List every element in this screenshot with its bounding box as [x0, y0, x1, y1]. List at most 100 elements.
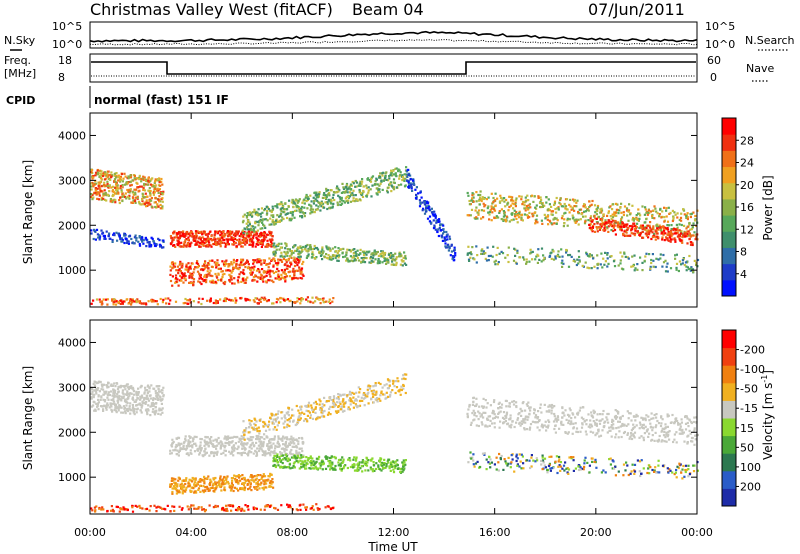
data-cell	[129, 392, 132, 395]
data-cell	[513, 209, 516, 212]
data-cell	[290, 217, 293, 220]
data-cell	[187, 236, 190, 239]
data-cell	[180, 271, 183, 275]
data-cell	[332, 254, 335, 257]
data-cell	[141, 240, 144, 243]
data-cell	[156, 398, 159, 401]
data-cell	[233, 241, 236, 245]
data-cell	[279, 451, 282, 454]
data-cell	[102, 388, 105, 391]
data-cell	[633, 227, 637, 230]
data-cell	[477, 199, 481, 202]
data-cell	[152, 404, 155, 407]
data-cell	[257, 235, 260, 238]
data-cell	[539, 205, 542, 209]
data-cell	[345, 182, 349, 186]
data-cell	[290, 201, 293, 204]
data-cell	[232, 233, 235, 237]
data-cell	[137, 190, 140, 193]
data-cell	[196, 270, 200, 273]
data-cell	[643, 260, 646, 263]
data-cell	[257, 243, 260, 246]
data-cell	[185, 445, 188, 448]
data-cell	[216, 240, 219, 243]
data-cell	[181, 492, 184, 495]
data-cell	[340, 191, 343, 194]
data-cell	[269, 234, 272, 237]
data-cell	[124, 234, 127, 237]
data-cell	[409, 182, 412, 185]
data-cell	[606, 265, 609, 268]
data-cell	[261, 449, 264, 453]
nsky-trace	[89, 30, 698, 43]
data-cell	[676, 226, 679, 229]
data-cell	[110, 171, 113, 174]
data-cell	[619, 251, 622, 254]
data-cell	[688, 232, 691, 235]
data-cell	[182, 302, 185, 305]
data-cell	[188, 298, 192, 301]
data-cell	[342, 187, 346, 191]
data-cell	[307, 247, 310, 251]
data-cell	[363, 462, 366, 465]
data-cell	[236, 267, 239, 270]
data-cell	[683, 264, 686, 267]
data-cell	[182, 281, 185, 284]
data-cell	[670, 228, 673, 231]
data-cell	[395, 464, 398, 467]
data-cell	[339, 197, 342, 200]
data-cell	[128, 405, 131, 408]
data-cell	[107, 382, 110, 385]
data-cell	[125, 383, 129, 386]
data-cell	[161, 411, 164, 414]
data-cell	[630, 232, 633, 235]
data-cell	[274, 452, 277, 455]
data-cell	[210, 436, 213, 439]
data-cell	[405, 263, 408, 266]
data-cell	[291, 445, 294, 448]
data-cell	[470, 208, 474, 211]
data-cell	[99, 177, 102, 180]
data-cell	[248, 481, 251, 484]
data-cell	[581, 264, 584, 267]
data-cell	[132, 411, 135, 414]
data-cell	[273, 435, 276, 438]
data-cell	[103, 400, 106, 403]
data-cell	[560, 217, 564, 220]
data-cell	[324, 194, 327, 197]
data-cell	[404, 177, 407, 180]
data-cell	[136, 396, 139, 400]
data-cell	[572, 198, 575, 201]
data-cell	[270, 210, 273, 214]
data-cell	[687, 234, 690, 237]
data-cell	[599, 226, 602, 229]
data-cell	[316, 208, 319, 211]
data-cell	[503, 197, 506, 200]
data-cell	[223, 264, 226, 267]
data-cell	[217, 263, 220, 267]
data-cell	[108, 190, 111, 193]
data-cell	[637, 219, 640, 222]
data-cell	[348, 260, 351, 263]
data-cell	[663, 216, 666, 219]
data-cell	[635, 226, 638, 229]
data-cell	[607, 262, 610, 265]
data-cell	[412, 179, 415, 182]
data-cell	[192, 236, 196, 239]
data-cell	[449, 254, 452, 257]
data-cell	[365, 194, 368, 197]
data-cell	[656, 212, 659, 215]
data-cell	[510, 199, 513, 202]
data-cell	[300, 297, 303, 300]
data-cell	[279, 246, 282, 249]
data-cell	[414, 197, 418, 200]
data-cell	[187, 481, 190, 484]
data-cell	[614, 221, 617, 224]
data-cell	[124, 192, 127, 195]
data-cell	[363, 261, 367, 264]
data-cell	[653, 217, 656, 220]
data-cell	[258, 479, 261, 482]
data-cell	[190, 272, 194, 276]
data-cell	[496, 197, 499, 200]
data-cell	[184, 479, 187, 482]
